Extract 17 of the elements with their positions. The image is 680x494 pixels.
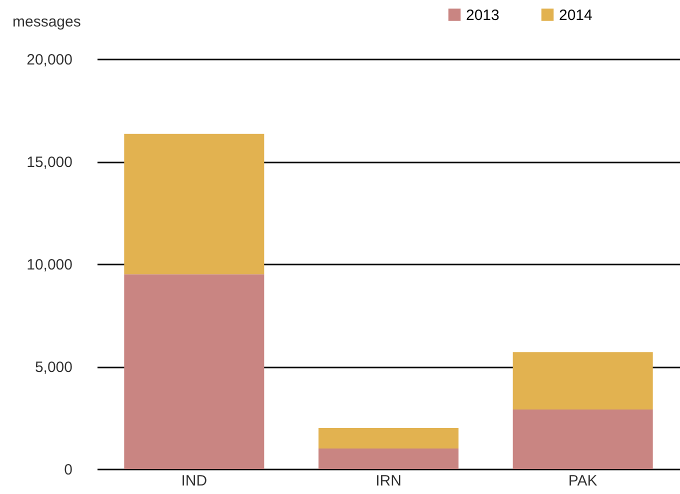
bar <box>318 448 458 469</box>
legend-label: 2013 <box>466 6 500 24</box>
x-tick-label: PAK <box>568 472 598 490</box>
bar <box>318 428 458 448</box>
bar <box>124 134 264 274</box>
y-tick-label: 10,000 <box>26 256 72 274</box>
legend-label: 2014 <box>559 6 592 24</box>
y-tick-label: 15,000 <box>26 154 72 171</box>
y-tick-label: 5,000 <box>34 359 72 376</box>
bar <box>124 274 264 469</box>
y-tick-label: 20,000 <box>26 52 72 68</box>
x-tick-label: IND <box>181 472 208 490</box>
x-tick-label: IRN <box>376 472 402 490</box>
y-axis-title: messages <box>12 14 81 30</box>
bar <box>512 410 653 469</box>
y-tick-label: 0 <box>64 462 72 478</box>
bar <box>512 352 653 410</box>
